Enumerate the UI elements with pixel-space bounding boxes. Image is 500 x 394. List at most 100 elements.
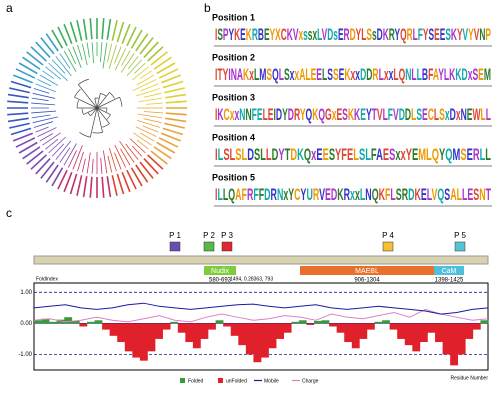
leaf-label [164,88,184,93]
fold-bar [465,323,473,339]
branch [122,51,131,66]
branch [134,63,145,73]
fold-bar [367,323,375,329]
branch [36,84,56,92]
branch [87,152,90,173]
fold-bar [412,323,420,351]
branch [87,43,89,58]
fold-bar [450,323,458,365]
motif-box [383,242,393,251]
fold-bar [125,323,133,351]
fold-bar [253,323,261,362]
y-tick-label: -1.00 [18,352,32,358]
fold-bar [269,323,277,348]
logo-title: Position 1 [212,12,255,22]
fold-bar [382,320,390,323]
leaf-label [148,155,163,169]
fold-bar [480,320,488,323]
fold-bar [390,323,398,329]
branch [33,93,55,98]
leaf-label [151,52,167,65]
leaf-label [8,118,29,121]
leaf-label [90,177,92,198]
leaf-label [163,81,183,87]
branch [34,122,53,128]
fold-bar [208,323,216,329]
branch [100,42,101,62]
inner-branch [97,108,111,115]
branch [144,93,162,97]
legend-swatch [218,378,223,383]
branch [45,139,58,149]
fold-bar [132,323,140,357]
branch [32,98,49,101]
branch [115,49,125,71]
sequence-logo: ILSLSLDSLLDYTDKQxEESYFELSLFAESxxYEMLQYQM… [215,145,491,164]
leaf-label [9,88,29,93]
fold-bar [352,323,360,348]
leaf-label [11,128,31,134]
fold-bar [314,321,322,323]
sequence-logo: IKCxxNNFELEIDYDRYQKQGxESKKEYTVLFVDDLSECL… [215,105,491,124]
branch [32,115,51,118]
leaf-label [27,151,43,164]
fold-bar [375,322,383,324]
legend-swatch [180,378,185,383]
motif-label: P 1 [169,231,181,240]
branch [101,158,102,174]
branch [92,159,93,174]
inner-arc [120,97,122,107]
domain-range: 580-693 [209,278,232,284]
motif-box [222,242,232,251]
leaf-label [164,123,184,128]
leaf-label [148,47,163,61]
branch [137,75,154,85]
sequence-logo: ITYINAKxLMSQLSxxALEELSSEKxxDDRLxxLQNLLBF… [215,65,491,84]
phylogenetic-tree [7,18,187,198]
leaf-label [107,19,110,40]
motif-box [455,242,465,251]
logo-title: Position 5 [212,172,255,182]
fold-bar [284,323,292,332]
branch [60,148,70,163]
inner-branch [83,108,97,115]
sequence-logo: ILLQAFRFFDRNxYCYURVEDKRxxLNQKFLSRDKELVQS… [215,185,491,204]
fold-bar [238,323,246,345]
leaf-label [41,162,54,178]
fold-bar [117,323,125,342]
cursor-label: 1494, 0.28363, 793 [230,276,273,282]
branch [45,67,61,79]
leaf-label [84,176,87,197]
legend-label: Folded [188,378,204,384]
domain-name: Nudix [211,268,229,275]
leaf-label [166,101,187,103]
logo-title: Position 2 [212,52,255,62]
inner-arc [82,109,83,115]
fold-bar [140,323,148,360]
branch [137,140,149,149]
fold-bar [231,323,239,335]
panel-label: b [204,1,211,15]
protein-bar [34,256,488,264]
fold-bar [185,323,193,342]
fold-bar [155,323,163,339]
inner-arc [100,93,105,95]
leaf-label [117,174,123,194]
x-axis-label: Residue Number [450,375,488,381]
fold-bar [34,320,42,323]
fold-bar [163,323,171,329]
sequence-logo: ISPYKEKRBEYXCKVxssxLVDsERDYLSsDKRYQRLFYS… [215,25,491,44]
leaf-label [27,52,43,65]
fold-bar [427,323,435,332]
leaf-label [77,175,82,195]
panel-label: a [6,1,13,15]
branch [132,146,142,156]
branch [107,44,111,63]
branch [52,144,64,156]
inner-branch [78,85,97,108]
leaf-label [84,19,87,40]
fold-bar [193,323,201,348]
fold-bar [102,323,110,329]
leaf-label [8,95,29,98]
